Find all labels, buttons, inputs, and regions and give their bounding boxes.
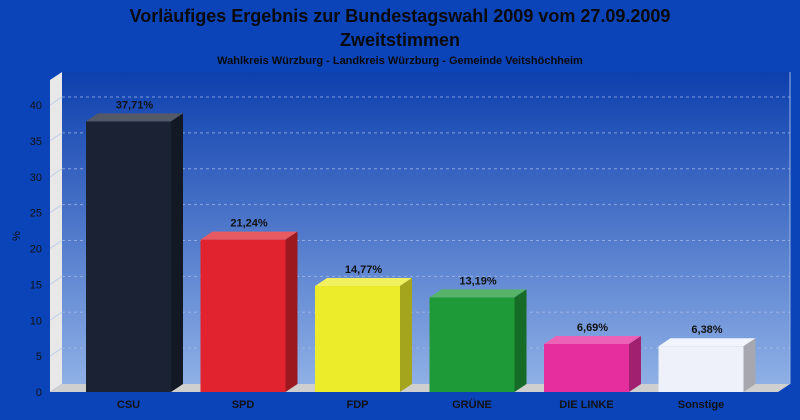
bar-side [285,231,298,392]
bar-side [514,289,527,392]
x-tick-label: CSU [117,399,140,411]
bar-top [200,231,298,240]
grid-line-side [49,240,63,249]
bar-die-linke [544,335,641,392]
bar-side [400,278,412,392]
x-tick-label: GRÜNE [452,398,492,411]
data-label: 13,19% [459,275,497,287]
bar-top [86,113,183,122]
grid-line-side [49,311,63,321]
x-tick-label: SPD [232,399,255,411]
bar-top [658,338,756,347]
bar-side [629,335,641,392]
y-tick-label: 15 [30,279,42,291]
chart-title-line1: Vorläufiges Ergebnis zur Bundestagswahl … [130,6,671,26]
bar-front [658,346,744,392]
bar-top [429,289,527,298]
bar-top [315,278,412,287]
bar-side [171,113,183,392]
grid-line-side [49,347,63,357]
y-tick-label: 30 [30,172,42,184]
y-tick-label: 10 [30,315,42,327]
bar-sonstige [658,338,756,392]
y-tick-label: 40 [30,100,42,112]
grid-line-side [49,96,63,106]
x-tick-label: FDP [347,399,369,411]
data-label: 6,69% [577,322,608,334]
bar-fdp [315,278,412,392]
bar-gr-ne [429,289,527,392]
plot-side-wall [50,72,62,392]
bar-csu [86,113,183,392]
y-tick-label: 35 [30,136,42,148]
y-tick-label: 0 [36,387,42,399]
grid-line-side [49,275,63,285]
data-label: 21,24% [230,218,268,230]
bars: 37,71% 21,24% 14,77% 13,19% 6,69% 6,38% [86,99,756,392]
y-tick-label: 5 [36,351,42,363]
chart-subtitle: Wahlkreis Würzburg - Landkreis Würzburg … [217,55,583,67]
bar-front [315,286,400,392]
y-axis-label: % [11,231,23,241]
bar-front [429,297,515,392]
bar-top [544,335,641,344]
x-tick-label: Sonstige [678,399,724,411]
bar-front [86,121,171,392]
x-tick-label: DIE LINKE [559,399,613,411]
grid-line-side [49,204,63,214]
chart-title-line2: Zweitstimmen [340,30,460,50]
grid-line-side [49,132,63,142]
plot-area [62,72,790,384]
y-tick-label: 20 [30,244,42,256]
bar-front [544,343,629,392]
data-label: 14,77% [345,264,383,276]
data-label: 6,38% [691,324,722,336]
y-tick-label: 25 [30,208,42,220]
bar-side [743,338,756,392]
y-axis: 0 5 10 15 20 25 30 35 40 [30,100,42,399]
bar-front [200,239,286,392]
data-label: 37,71% [116,99,154,111]
x-axis: CSU SPD FDP GRÜNE DIE LINKE Sonstige [117,398,724,411]
bar-spd [200,231,298,392]
grid-line-side [49,168,63,178]
